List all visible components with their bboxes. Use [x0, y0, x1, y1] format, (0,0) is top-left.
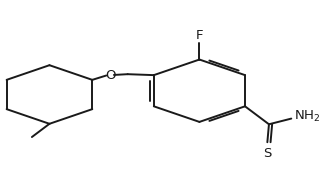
Text: NH$_2$: NH$_2$: [294, 109, 321, 124]
Text: O: O: [105, 69, 115, 82]
Text: F: F: [196, 29, 203, 42]
Text: S: S: [263, 147, 272, 160]
